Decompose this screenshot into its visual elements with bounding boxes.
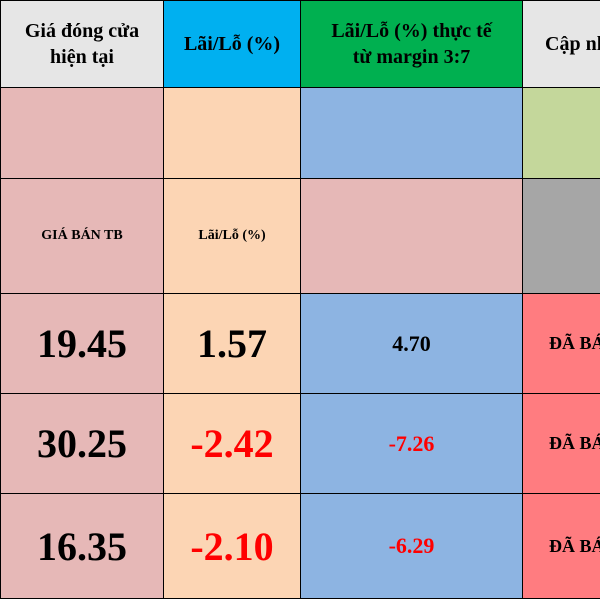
subheader-avg-sell[interactable]: GIÁ BÁN TB (0, 178, 164, 294)
pl-margin-cell[interactable]: -6.29 (300, 493, 523, 599)
blank-cell[interactable] (0, 87, 164, 179)
header-pl-margin-line2: từ margin 3:7 (352, 46, 471, 68)
blank-cell[interactable] (300, 178, 523, 294)
pl-cell[interactable]: -2.10 (163, 493, 301, 599)
pl-cell[interactable]: 1.57 (163, 293, 301, 394)
header-close-price-line2: hiện tại (50, 46, 114, 68)
table-row: 30.25 -2.42 -7.26 ĐÃ BÁN (0, 393, 600, 494)
header-pl-margin-line1: Lãi/Lỗ (%) thực tế (331, 20, 492, 42)
blank-row (0, 87, 600, 179)
header-close-price[interactable]: Giá đóng cửa hiện tại (0, 0, 164, 88)
pl-margin-cell[interactable]: 4.70 (300, 293, 523, 394)
header-pl-margin[interactable]: Lãi/Lỗ (%) thực tế từ margin 3:7 (300, 0, 523, 88)
pl-margin-cell[interactable]: -7.26 (300, 393, 523, 494)
blank-cell[interactable] (522, 178, 600, 294)
pl-cell[interactable]: -2.42 (163, 393, 301, 494)
status-cell[interactable]: ĐÃ BÁN (522, 293, 600, 394)
status-cell[interactable]: ĐÃ BÁN (522, 393, 600, 494)
subheader-pl-pct[interactable]: Lãi/Lỗ (%) (163, 178, 301, 294)
price-cell[interactable]: 30.25 (0, 393, 164, 494)
blank-cell[interactable] (522, 87, 600, 179)
header-close-price-line1: Giá đóng cửa (24, 20, 140, 42)
subheader-row: GIÁ BÁN TB Lãi/Lỗ (%) (0, 178, 600, 294)
price-cell[interactable]: 16.35 (0, 493, 164, 599)
price-cell[interactable]: 19.45 (0, 293, 164, 394)
header-update[interactable]: Cập nhật (522, 0, 600, 88)
blank-cell[interactable] (163, 87, 301, 179)
header-row: Giá đóng cửa hiện tại Lãi/Lỗ (%) Lãi/Lỗ … (0, 0, 600, 88)
header-pl-pct[interactable]: Lãi/Lỗ (%) (163, 0, 301, 88)
table-row: 19.45 1.57 4.70 ĐÃ BÁN (0, 293, 600, 394)
blank-cell[interactable] (300, 87, 523, 179)
table-row: 16.35 -2.10 -6.29 ĐÃ BÁN (0, 493, 600, 599)
status-cell[interactable]: ĐÃ BÁN (522, 493, 600, 599)
